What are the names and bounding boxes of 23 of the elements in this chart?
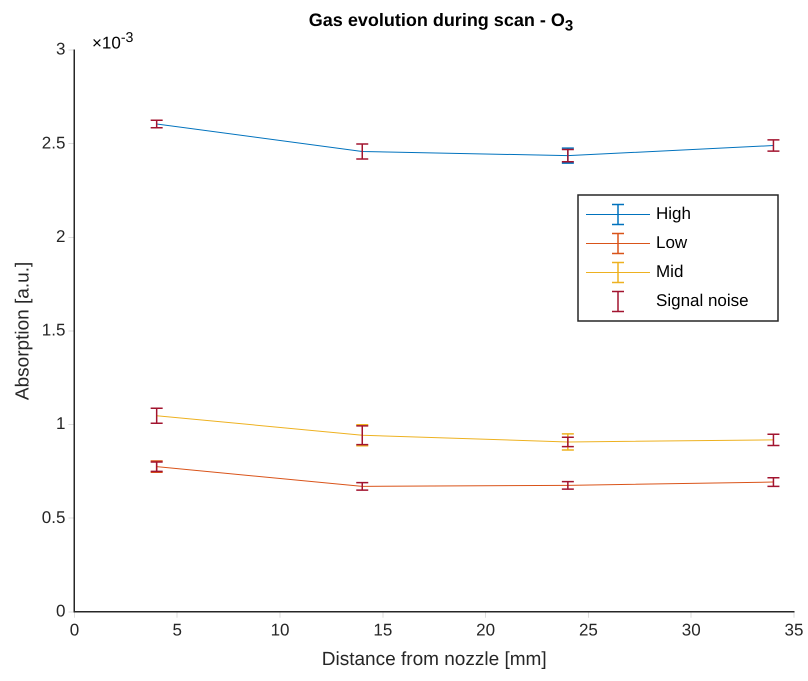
- x-axis-title: Distance from nozzle [mm]: [322, 648, 547, 670]
- x-tick-label: 15: [373, 620, 392, 640]
- y-tick-label: 0.5: [42, 508, 66, 527]
- x-tick-label: 20: [476, 620, 496, 640]
- x-tick-label: 5: [172, 620, 182, 640]
- legend-label: Mid: [656, 262, 684, 282]
- legend-label: High: [656, 204, 691, 224]
- legend-label: Low: [656, 233, 688, 252]
- y-tick-label: 0: [56, 601, 66, 620]
- chart-title: Gas evolution during scan - O$_{3}$: [308, 10, 574, 35]
- y-tick-label: 1.5: [42, 320, 66, 340]
- legend-label: Signal noise: [656, 291, 749, 310]
- x-tick-label: 10: [270, 620, 290, 640]
- y-tick-label: 1: [56, 414, 66, 434]
- annotation: ×10$^{-3}$: [92, 30, 134, 54]
- y-axis-title: Absorption [a.u.]: [12, 262, 34, 400]
- y-tick-label: 2.5: [42, 133, 66, 152]
- y-tick-label: 3: [56, 40, 66, 59]
- y-tick-label: 2: [56, 226, 66, 246]
- x-tick-label: 25: [578, 620, 598, 640]
- x-tick-label: 0: [70, 620, 80, 640]
- x-tick-label: 30: [682, 620, 701, 640]
- x-tick-label: 35: [784, 620, 804, 640]
